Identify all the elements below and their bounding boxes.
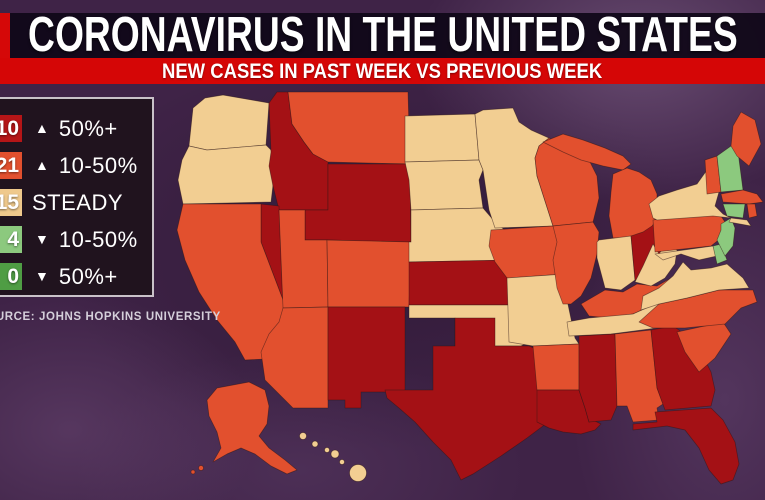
down-arrow-icon: ▼: [35, 268, 49, 284]
legend-swatch-steady: 15: [0, 189, 22, 216]
legend-row-up-50: 10 ▲ 50%+: [0, 115, 152, 142]
state-in: [596, 235, 636, 291]
legend-label: 50%+: [58, 116, 118, 141]
state-ar: [532, 343, 580, 391]
source-attribution: SOURCE: JOHNS HOPKINS UNIVERSITY: [0, 311, 221, 323]
state-mt: [287, 91, 411, 165]
legend-row-up-10-50: 21 ▲ 10-50%: [0, 152, 152, 179]
state-ny-long-island: [728, 217, 752, 227]
legend-label: 10-50%: [58, 227, 138, 252]
state-ca: [176, 203, 300, 361]
state-fl: [632, 407, 740, 485]
state-nm: [327, 306, 406, 409]
state-sd: [404, 159, 484, 211]
legend-row-down-50: 0 ▼ 50%+: [0, 263, 152, 290]
state-nd: [404, 113, 480, 163]
us-choropleth-map: [176, 91, 764, 485]
state-de: [712, 243, 728, 265]
legend-label: STEADY: [32, 190, 124, 215]
state-nh: [716, 143, 744, 193]
subtitle-banner: NEW CASES IN PAST WEEK VS PREVIOUS WEEK: [0, 58, 765, 84]
title-accent-bar: [0, 13, 10, 58]
state-or: [177, 144, 276, 205]
page-subtitle: NEW CASES IN PAST WEEK VS PREVIOUS WEEK: [162, 59, 603, 83]
state-ks: [408, 259, 514, 306]
legend-swatch-up-50: 10: [0, 115, 22, 142]
state-hi: [299, 432, 367, 482]
state-ak-aleutian: [190, 469, 196, 475]
legend-swatch-down-50: 0: [0, 263, 22, 290]
down-arrow-icon: ▼: [35, 231, 49, 247]
state-va: [640, 261, 750, 311]
legend-swatch-up-10-50: 21: [0, 152, 22, 179]
legend-row-steady: 15 STEADY: [0, 189, 152, 216]
state-ma: [720, 189, 764, 205]
state-ak-aleutian: [198, 465, 204, 471]
legend-label: 50%+: [58, 264, 118, 289]
up-arrow-icon: ▲: [35, 120, 49, 136]
state-co: [326, 239, 412, 308]
state-il: [552, 221, 600, 305]
state-wa: [188, 94, 270, 151]
legend-panel: 10 ▲ 50%+ 21 ▲ 10-50% 15 STEADY 4 ▼ 10-5…: [0, 97, 154, 297]
state-ri: [746, 203, 758, 219]
page-title: CORONAVIRUS IN THE UNITED STATES: [27, 8, 738, 62]
state-me: [730, 111, 762, 167]
state-ct: [722, 203, 746, 219]
title-banner: CORONAVIRUS IN THE UNITED STATES: [0, 8, 765, 62]
legend-swatch-down-10-50: 4: [0, 226, 22, 253]
legend-row-down-10-50: 4 ▼ 10-50%: [0, 226, 152, 253]
up-arrow-icon: ▲: [35, 157, 49, 173]
state-ak: [206, 381, 298, 475]
legend-label: 10-50%: [58, 153, 138, 178]
state-mi-upper: [542, 133, 632, 171]
